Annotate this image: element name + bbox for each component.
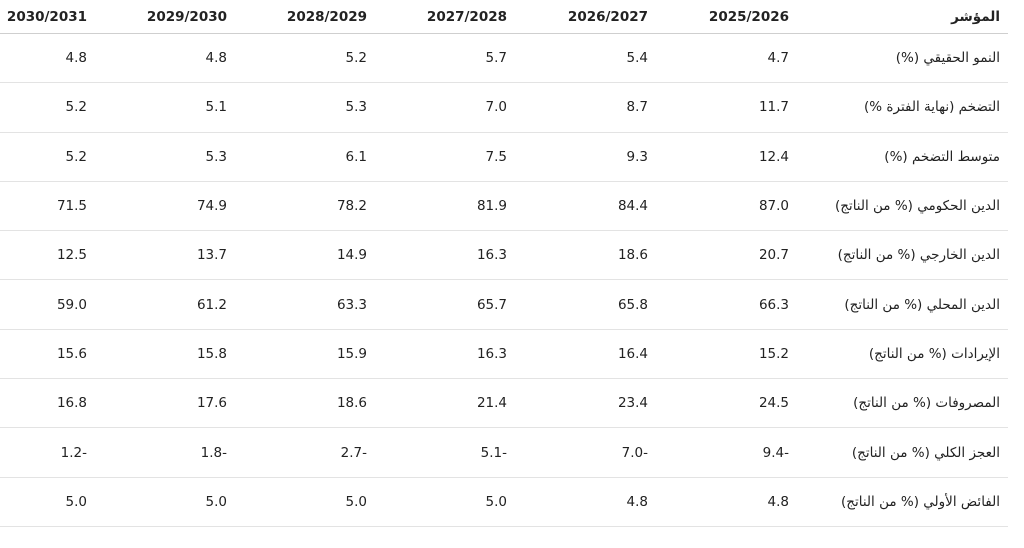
row-label: الدين المحلي (% من الناتج) xyxy=(797,279,1008,330)
cell-value: 5.0 xyxy=(95,477,235,527)
table-row: متوسط التضخم (%) 12.4 9.3 7.5 6.1 5.3 5.2 xyxy=(0,132,1008,182)
cell-value: 16.8 xyxy=(0,378,95,429)
row-label: الدين الحكومي (% من الناتج) xyxy=(797,181,1008,232)
table-row: النمو الحقيقي (%) 4.7 5.4 5.7 5.2 4.8 4.8 xyxy=(0,33,1008,84)
cell-value: -2.7 xyxy=(235,427,375,478)
cell-value: 9.3 xyxy=(515,132,656,182)
cell-value: -1.2 xyxy=(0,427,95,478)
cell-value: 15.8 xyxy=(95,329,235,380)
cell-value: 15.9 xyxy=(235,329,375,380)
cell-value: 65.8 xyxy=(515,279,656,330)
cell-value: 13.7 xyxy=(95,230,235,281)
row-label: النمو الحقيقي (%) xyxy=(797,33,1008,84)
header-year: 2028/2029 xyxy=(235,0,375,34)
header-indicator: المؤشر xyxy=(797,0,1008,34)
cell-value: 61.2 xyxy=(95,279,235,330)
table-row: التضخم (نهاية الفترة %) 11.7 8.7 7.0 5.3 5.1 5… xyxy=(0,82,1008,133)
header-row: المؤشر 2025/2026 2026/2027 2027/2028 2028/20… xyxy=(0,0,1008,34)
cell-value: 5.3 xyxy=(95,132,235,182)
table-body: النمو الحقيقي (%) 4.7 5.4 5.7 5.2 4.8 4.8 التضخ… xyxy=(0,33,1008,527)
row-label: المصروفات (% من الناتج) xyxy=(797,378,1008,429)
cell-value: 16.3 xyxy=(375,329,515,380)
cell-value: 16.3 xyxy=(375,230,515,281)
cell-value: 71.5 xyxy=(0,181,95,232)
cell-value: 87.0 xyxy=(656,181,797,232)
cell-value: 4.8 xyxy=(656,477,797,527)
row-label: الدين الخارجي (% من الناتج) xyxy=(797,230,1008,281)
cell-value: 15.2 xyxy=(656,329,797,380)
cell-value: 5.3 xyxy=(235,82,375,133)
cell-value: 24.5 xyxy=(656,378,797,429)
cell-value: -7.0 xyxy=(515,427,656,478)
cell-value: 5.0 xyxy=(235,477,375,527)
table-row: المصروفات (% من الناتج) 24.5 23.4 21.4 18.6 1… xyxy=(0,378,1008,429)
header-year: 2027/2028 xyxy=(375,0,515,34)
cell-value: 5.4 xyxy=(515,33,656,84)
cell-value: 18.6 xyxy=(515,230,656,281)
cell-value: 21.4 xyxy=(375,378,515,429)
cell-value: -9.4 xyxy=(656,427,797,478)
table-row: الإيرادات (% من الناتج) 15.2 16.4 16.3 15.9 1… xyxy=(0,329,1008,380)
table-row: الفائض الأولي (% من الناتج) 4.8 4.8 5.0 5.0 5… xyxy=(0,477,1008,527)
table-row: الدين الخارجي (% من الناتج) 20.7 18.6 16.3 1… xyxy=(0,230,1008,281)
table-row: الدين الحكومي (% من الناتج) 87.0 84.4 81.9 7… xyxy=(0,181,1008,232)
cell-value: 20.7 xyxy=(656,230,797,281)
cell-value: 74.9 xyxy=(95,181,235,232)
cell-value: -5.1 xyxy=(375,427,515,478)
cell-value: 5.2 xyxy=(235,33,375,84)
cell-value: 7.0 xyxy=(375,82,515,133)
cell-value: 5.2 xyxy=(0,132,95,182)
cell-value: 12.4 xyxy=(656,132,797,182)
cell-value: 4.8 xyxy=(95,33,235,84)
data-table: المؤشر 2025/2026 2026/2027 2027/2028 2028/20… xyxy=(0,0,1008,527)
cell-value: 7.5 xyxy=(375,132,515,182)
cell-value: 84.4 xyxy=(515,181,656,232)
cell-value: 5.7 xyxy=(375,33,515,84)
table-row: العجز الكلي (% من الناتج) -9.4 -7.0 -5.1 -2.… xyxy=(0,427,1008,478)
row-label: الإيرادات (% من الناتج) xyxy=(797,329,1008,380)
cell-value: 15.6 xyxy=(0,329,95,380)
cell-value: 65.7 xyxy=(375,279,515,330)
cell-value: 63.3 xyxy=(235,279,375,330)
cell-value: 5.1 xyxy=(95,82,235,133)
cell-value: 16.4 xyxy=(515,329,656,380)
cell-value: 66.3 xyxy=(656,279,797,330)
cell-value: 4.7 xyxy=(656,33,797,84)
table-row: الدين المحلي (% من الناتج) 66.3 65.8 65.7 63… xyxy=(0,279,1008,330)
header-year: 2026/2027 xyxy=(515,0,656,34)
cell-value: 6.1 xyxy=(235,132,375,182)
header-year: 2029/2030 xyxy=(95,0,235,34)
cell-value: -1.8 xyxy=(95,427,235,478)
cell-value: 14.9 xyxy=(235,230,375,281)
row-label: العجز الكلي (% من الناتج) xyxy=(797,427,1008,478)
cell-value: 18.6 xyxy=(235,378,375,429)
cell-value: 8.7 xyxy=(515,82,656,133)
row-label: متوسط التضخم (%) xyxy=(797,132,1008,182)
cell-value: 4.8 xyxy=(515,477,656,527)
cell-value: 5.2 xyxy=(0,82,95,133)
cell-value: 5.0 xyxy=(375,477,515,527)
cell-value: 12.5 xyxy=(0,230,95,281)
header-year: 2025/2026 xyxy=(656,0,797,34)
cell-value: 78.2 xyxy=(235,181,375,232)
row-label: الفائض الأولي (% من الناتج) xyxy=(797,477,1008,527)
cell-value: 59.0 xyxy=(0,279,95,330)
cell-value: 17.6 xyxy=(95,378,235,429)
cell-value: 23.4 xyxy=(515,378,656,429)
cell-value: 81.9 xyxy=(375,181,515,232)
header-year: 2030/2031 xyxy=(0,0,95,34)
cell-value: 4.8 xyxy=(0,33,95,84)
cell-value: 11.7 xyxy=(656,82,797,133)
cell-value: 5.0 xyxy=(0,477,95,527)
row-label: التضخم (نهاية الفترة %) xyxy=(797,82,1008,133)
